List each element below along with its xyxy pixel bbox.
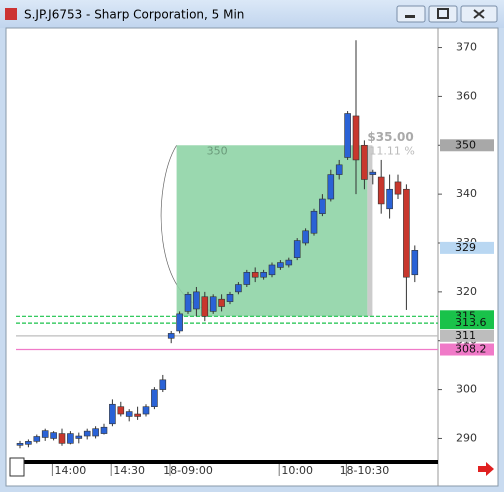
- candle-body: [151, 389, 158, 407]
- x-tick-label: 18-09:00: [163, 464, 213, 477]
- candle-body: [226, 294, 234, 302]
- price-label-box: [440, 317, 494, 330]
- candle-body: [335, 164, 343, 175]
- annotation-percent: 11.11 %: [369, 144, 414, 157]
- candle-body: [293, 240, 301, 258]
- price-label-box: [440, 343, 494, 356]
- candle-body: [193, 291, 200, 310]
- candle-body: [142, 406, 150, 415]
- candle-body: [310, 210, 318, 234]
- plot: 290300310320330340350360370350$35.0011.1…: [16, 40, 494, 477]
- candle-body: [100, 426, 108, 434]
- candle-body: [344, 113, 351, 158]
- y-tick-label: 300: [456, 383, 477, 396]
- y-tick-label: 320: [456, 285, 477, 298]
- annotation-change: $35.00: [367, 130, 413, 144]
- candle-body: [184, 294, 192, 312]
- annotation-label: 350: [207, 144, 228, 157]
- candle-body: [327, 174, 335, 200]
- minimize-icon: [405, 15, 415, 18]
- candle-body: [50, 432, 57, 439]
- candle-body: [33, 436, 41, 442]
- candle-body: [125, 411, 133, 417]
- minimize-button[interactable]: [396, 5, 426, 23]
- price-label: 329: [455, 241, 476, 254]
- candle-body: [16, 443, 24, 446]
- annotation-box: [176, 145, 368, 317]
- y-tick-label: 360: [456, 89, 477, 102]
- candle-body: [117, 406, 125, 415]
- price-label-box: [440, 329, 494, 342]
- candle-body: [41, 430, 49, 438]
- candle-body: [75, 435, 83, 439]
- candle-body: [218, 298, 225, 307]
- candle-body: [67, 433, 74, 444]
- price-label: 311: [455, 329, 476, 342]
- candle-body: [243, 272, 251, 285]
- candle-body: [159, 379, 167, 390]
- candle-body: [394, 181, 402, 195]
- candle-body: [260, 272, 267, 278]
- candle-body: [25, 441, 32, 445]
- x-tick-label: 18-10:30: [340, 464, 390, 477]
- price-label: 308.2: [455, 343, 487, 356]
- candle-body: [176, 313, 183, 332]
- close-icon: [473, 9, 485, 19]
- y-tick-label: 340: [456, 187, 477, 200]
- price-label: 313.6: [455, 316, 487, 329]
- candle-body: [201, 296, 209, 317]
- candle-body: [411, 250, 419, 276]
- candle-body: [83, 430, 91, 437]
- candle-body: [235, 284, 242, 293]
- candle-body: [361, 144, 368, 180]
- maximize-button[interactable]: [428, 5, 458, 23]
- candle-body: [109, 403, 116, 425]
- scroll-arrow[interactable]: [478, 462, 494, 476]
- candle-body: [369, 171, 377, 175]
- candle-body: [58, 433, 66, 444]
- candle-body: [386, 188, 393, 210]
- candle-body: [352, 115, 360, 161]
- candle-body: [167, 333, 175, 339]
- scroll-box[interactable]: [9, 457, 25, 477]
- x-tick-label: 14:00: [55, 464, 87, 477]
- y-tick-label: 370: [456, 41, 477, 54]
- candle-body: [209, 296, 217, 312]
- x-tick-label: 14:30: [113, 464, 145, 477]
- price-label-box: [440, 139, 494, 152]
- candle-body: [251, 272, 259, 278]
- x-tick-label: 10:00: [281, 464, 313, 477]
- window-title: S.JP.J6753 - Sharp Corporation, 5 Min: [24, 8, 244, 22]
- candle-body: [302, 230, 309, 244]
- candle-body: [285, 259, 293, 266]
- app-icon: [5, 8, 17, 20]
- maximize-icon: [437, 8, 449, 19]
- candle-body: [277, 262, 284, 268]
- price-label-box: [440, 241, 494, 254]
- candle-body: [377, 176, 385, 205]
- candle-body: [134, 413, 141, 417]
- candle-body: [403, 188, 410, 278]
- candle-body: [92, 428, 99, 437]
- price-label: 350: [455, 138, 476, 151]
- candle-body: [319, 198, 326, 214]
- candle-body: [268, 264, 276, 276]
- annotation-shadow: [367, 145, 373, 317]
- y-tick-label: 290: [456, 431, 477, 444]
